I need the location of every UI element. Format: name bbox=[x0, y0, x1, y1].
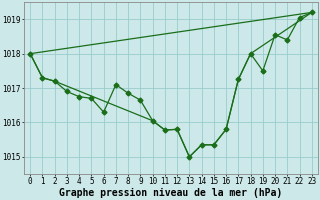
X-axis label: Graphe pression niveau de la mer (hPa): Graphe pression niveau de la mer (hPa) bbox=[60, 188, 283, 198]
